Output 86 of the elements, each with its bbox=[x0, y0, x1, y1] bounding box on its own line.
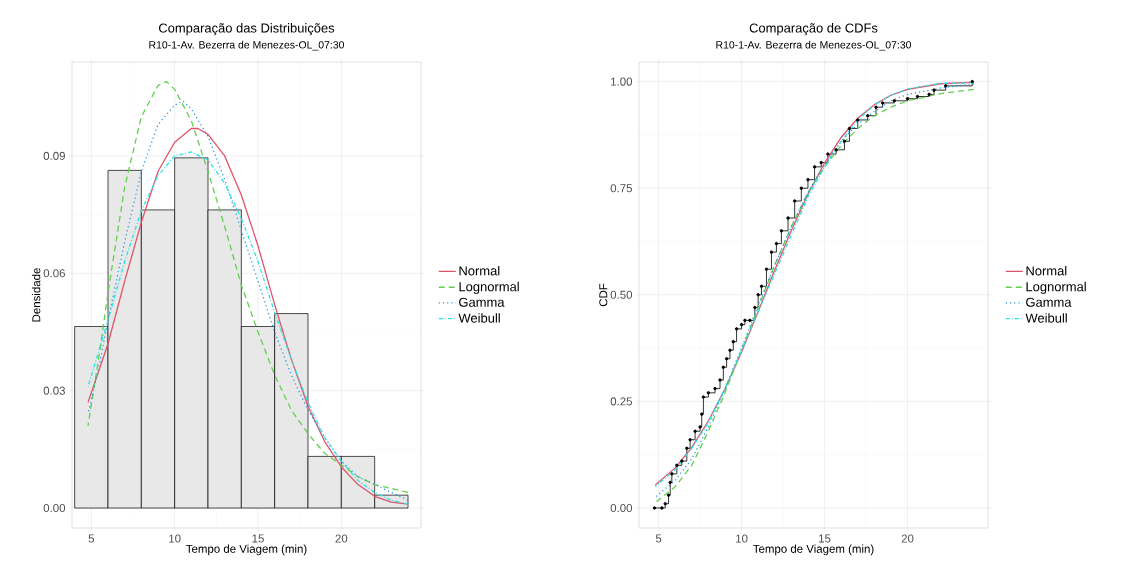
point bbox=[774, 241, 779, 246]
point bbox=[670, 472, 674, 476]
x-tick-label: 20 bbox=[901, 534, 914, 543]
x-tick-label: 5 bbox=[655, 534, 662, 543]
x-tick-label: 15 bbox=[252, 534, 264, 543]
point bbox=[743, 318, 747, 323]
x-tick-label: 5 bbox=[88, 534, 95, 543]
point bbox=[756, 293, 760, 297]
point bbox=[675, 463, 679, 468]
point bbox=[905, 96, 910, 101]
point bbox=[685, 446, 689, 450]
chart-title: Comparação das Distribuições bbox=[158, 23, 335, 36]
point bbox=[806, 177, 810, 182]
point bbox=[826, 152, 830, 156]
point bbox=[892, 99, 896, 103]
point bbox=[915, 94, 920, 99]
point bbox=[970, 79, 974, 84]
point bbox=[764, 267, 769, 271]
point bbox=[786, 216, 790, 220]
point bbox=[799, 186, 804, 190]
point bbox=[927, 92, 931, 97]
chart-subtitle: R10-1-Av. Bezerra de Menezes-OL_07:30 bbox=[149, 40, 345, 51]
point bbox=[748, 318, 752, 323]
point bbox=[792, 199, 797, 203]
point bbox=[819, 160, 823, 165]
y-tick-label: 1.00 bbox=[611, 77, 633, 86]
point bbox=[721, 365, 726, 369]
y-tick-label: 0.03 bbox=[43, 386, 65, 395]
point bbox=[688, 438, 692, 442]
legend-label: Lognormal bbox=[1026, 281, 1086, 294]
legend-label: Gamma bbox=[1026, 297, 1072, 307]
chart-title: Comparação de CDFs bbox=[749, 23, 878, 36]
point bbox=[693, 429, 697, 433]
point bbox=[847, 126, 852, 131]
legend-label: Gamma bbox=[459, 297, 505, 307]
point bbox=[734, 327, 739, 331]
point bbox=[706, 391, 711, 395]
point bbox=[680, 459, 684, 463]
point bbox=[698, 425, 702, 429]
x-axis-title: Tempo de Viagem (min) bbox=[186, 544, 307, 556]
point bbox=[759, 284, 764, 288]
point bbox=[652, 506, 657, 510]
point bbox=[769, 250, 774, 254]
point bbox=[932, 88, 936, 92]
legend-label: Weibull bbox=[458, 313, 500, 323]
legend-label: Weibull bbox=[1025, 313, 1067, 323]
chart-subtitle: R10-1-Av. Bezerra de Menezes-OL_07:30 bbox=[716, 40, 912, 51]
x-tick-label: 15 bbox=[819, 534, 831, 543]
point bbox=[842, 139, 847, 143]
point bbox=[944, 84, 948, 88]
x-tick-label: 10 bbox=[736, 534, 748, 543]
point bbox=[834, 148, 838, 152]
x-axis-title: Tempo de Viagem (min) bbox=[753, 544, 874, 556]
point bbox=[866, 114, 870, 118]
point bbox=[713, 386, 717, 391]
point bbox=[856, 118, 860, 122]
point bbox=[663, 502, 667, 506]
point bbox=[668, 480, 672, 485]
point bbox=[812, 165, 817, 169]
y-axis-title: CDF bbox=[599, 283, 608, 307]
y-tick-label: 0.00 bbox=[610, 503, 633, 513]
point bbox=[731, 339, 735, 344]
point bbox=[739, 322, 744, 327]
point bbox=[660, 506, 664, 510]
y-tick-label: 0.00 bbox=[43, 503, 66, 513]
x-tick-label: 20 bbox=[335, 534, 348, 543]
point bbox=[718, 378, 722, 382]
y-tick-label: 0.25 bbox=[610, 397, 633, 406]
point bbox=[666, 493, 671, 497]
point bbox=[779, 229, 784, 233]
point bbox=[874, 105, 878, 109]
point bbox=[880, 101, 885, 105]
legend-label: Normal bbox=[459, 265, 500, 276]
y-tick-label: 0.06 bbox=[43, 269, 65, 278]
y-tick-label: 0.50 bbox=[610, 290, 633, 299]
y-axis-title: Densidade bbox=[31, 268, 41, 322]
point bbox=[753, 305, 757, 310]
point bbox=[701, 395, 706, 399]
x-tick-label: 10 bbox=[169, 534, 181, 543]
legend-label: Normal bbox=[1026, 265, 1067, 276]
point bbox=[724, 357, 729, 361]
y-tick-label: 0.09 bbox=[43, 151, 65, 160]
point bbox=[700, 412, 704, 416]
point bbox=[728, 348, 732, 352]
y-tick-label: 0.75 bbox=[610, 184, 633, 193]
legend-label: Lognormal bbox=[459, 281, 519, 294]
